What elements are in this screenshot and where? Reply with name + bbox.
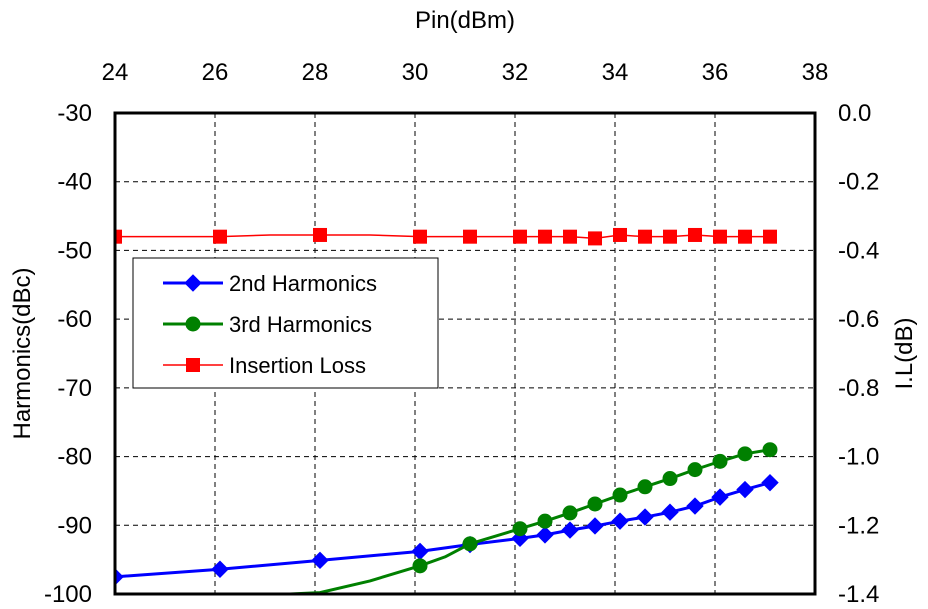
x-tick-label: 28	[302, 59, 329, 86]
data-point	[313, 227, 327, 242]
y-tick-label-right: -1.0	[838, 444, 879, 471]
legend-item: 3rd Harmonics	[163, 312, 372, 337]
data-point	[213, 229, 227, 244]
data-point	[612, 487, 628, 503]
data-point	[663, 229, 677, 244]
legend-label: 3rd Harmonics	[229, 312, 372, 337]
data-point	[762, 442, 778, 458]
ticks: 24 26 28 30 32 34 36 38 -30 -40 -50 -60 -70 -80 -90 -10…	[44, 59, 879, 608]
data-point	[411, 542, 429, 561]
y-tick-label-right: -0.2	[838, 169, 879, 196]
data-point	[688, 227, 702, 242]
y-tick-label-left: -50	[57, 237, 92, 264]
y-tick-label-left: -60	[57, 306, 92, 333]
data-point	[115, 568, 124, 586]
legend-marker	[185, 316, 201, 332]
data-point	[763, 229, 777, 244]
data-point	[115, 229, 122, 244]
legend-marker	[184, 274, 202, 292]
data-point	[737, 446, 753, 462]
data-point	[637, 479, 653, 495]
y-tick-label-left: -40	[57, 169, 92, 196]
y-tick-label-right: -1.2	[838, 512, 879, 539]
data-point	[561, 521, 579, 539]
data-point	[536, 526, 554, 544]
y-tick-label-right: 0.0	[838, 100, 871, 127]
legend-marker	[186, 358, 200, 372]
y-axis-title-left: Harmonics(dBc)	[9, 267, 36, 439]
data-point	[661, 503, 679, 521]
data-point	[738, 229, 752, 244]
data-point	[662, 471, 678, 487]
data-point	[713, 229, 727, 244]
y-tick-label-right: -0.6	[838, 306, 879, 333]
x-tick-label: 30	[402, 59, 429, 86]
legend-label: 2nd Harmonics	[229, 271, 377, 296]
data-point	[562, 505, 578, 521]
data-point	[613, 227, 627, 242]
data-point	[711, 488, 729, 506]
data-point	[736, 480, 754, 499]
series-insertion-loss	[115, 227, 777, 246]
data-point	[687, 462, 703, 478]
data-point	[538, 229, 552, 244]
data-point	[412, 558, 428, 574]
x-tick-label: 24	[102, 59, 129, 86]
x-tick-label: 26	[202, 59, 229, 86]
data-point	[537, 513, 553, 529]
series-2nd-harmonics	[115, 473, 779, 586]
y-tick-label-right: -0.8	[838, 375, 879, 402]
series-3rd-harmonics	[289, 442, 778, 594]
data-point	[311, 551, 329, 570]
data-point	[638, 229, 652, 244]
data-point	[761, 473, 779, 492]
data-point	[588, 231, 602, 246]
series-layer	[115, 227, 779, 594]
y-tick-label-left: -100	[44, 581, 92, 608]
x-tick-label: 38	[802, 59, 829, 86]
data-point	[587, 496, 603, 512]
y-tick-label-left: -70	[57, 375, 92, 402]
series-line	[115, 481, 771, 579]
x-tick-label: 36	[702, 59, 729, 86]
legend-item: Insertion Loss	[163, 353, 366, 378]
x-axis-title: Pin(dBm)	[415, 7, 515, 34]
data-point	[563, 229, 577, 244]
y-axis-title-right: I.L(dB)	[891, 317, 918, 389]
y-tick-label-right: -1.4	[838, 581, 879, 608]
legend: 2nd Harmonics 3rd Harmonics Insertion Loss	[132, 257, 439, 389]
x-tick-label: 32	[502, 59, 529, 86]
data-point	[462, 536, 478, 552]
data-point	[636, 508, 654, 526]
data-point	[611, 512, 629, 530]
plot-frame	[113, 111, 817, 596]
y-tick-label-left: -90	[57, 512, 92, 539]
data-point	[686, 497, 704, 515]
data-point	[712, 453, 728, 469]
y-tick-label-right: -0.4	[838, 237, 879, 264]
legend-label: Insertion Loss	[229, 353, 366, 378]
x-tick-label: 34	[602, 59, 629, 86]
grid	[115, 113, 815, 594]
data-point	[463, 229, 477, 244]
data-point	[211, 560, 229, 578]
legend-item: 2nd Harmonics	[163, 271, 377, 296]
y-tick-label-left: -80	[57, 444, 92, 471]
data-point	[413, 229, 427, 244]
data-point	[512, 521, 528, 537]
data-point	[513, 229, 527, 244]
y-tick-label-left: -30	[57, 100, 92, 127]
data-point	[586, 517, 604, 535]
